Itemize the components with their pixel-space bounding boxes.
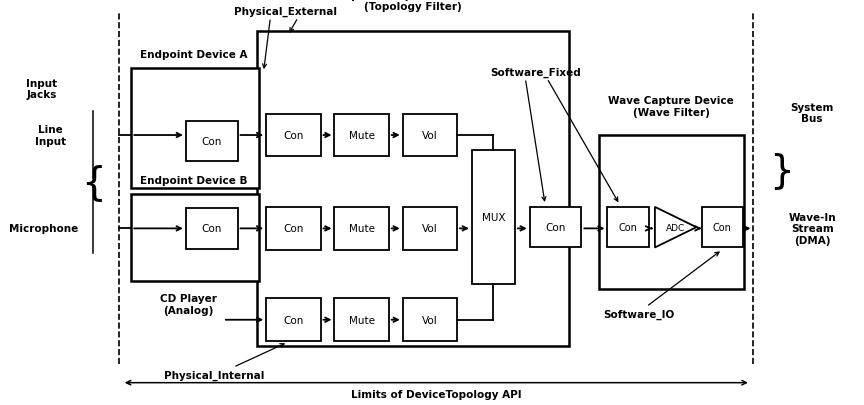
Text: ADC: ADC bbox=[666, 223, 685, 232]
Bar bbox=[702, 207, 743, 248]
Bar bbox=[266, 299, 321, 341]
Text: Con: Con bbox=[545, 223, 566, 232]
Text: Software_Fixed: Software_Fixed bbox=[490, 68, 581, 78]
Bar bbox=[607, 207, 649, 248]
Text: System
Bus: System Bus bbox=[791, 102, 834, 124]
Text: Vol: Vol bbox=[422, 224, 438, 234]
Text: Con: Con bbox=[619, 223, 638, 232]
Text: Physical_Internal: Physical_Internal bbox=[164, 369, 264, 380]
Bar bbox=[131, 194, 259, 281]
Bar bbox=[472, 151, 515, 285]
Text: Con: Con bbox=[283, 224, 303, 234]
Text: Input Multiplexer Device
(Topology Filter): Input Multiplexer Device (Topology Filte… bbox=[340, 0, 486, 12]
Text: Wave Capture Device
(Wave Filter): Wave Capture Device (Wave Filter) bbox=[608, 96, 734, 117]
Bar bbox=[403, 207, 457, 250]
Text: MUX: MUX bbox=[481, 213, 505, 223]
Text: Mute: Mute bbox=[348, 315, 375, 325]
Text: {: { bbox=[81, 163, 105, 201]
Text: Mute: Mute bbox=[348, 131, 375, 141]
Text: Con: Con bbox=[201, 224, 222, 234]
Text: Wave-In
Stream
(DMA): Wave-In Stream (DMA) bbox=[788, 212, 836, 245]
Bar bbox=[334, 299, 389, 341]
Text: Mute: Mute bbox=[348, 224, 375, 234]
Bar bbox=[266, 207, 321, 250]
Bar bbox=[131, 69, 259, 188]
Text: Line
Input: Line Input bbox=[35, 125, 66, 147]
Bar bbox=[266, 114, 321, 157]
Bar bbox=[334, 207, 389, 250]
Text: Endpoint Device B: Endpoint Device B bbox=[140, 175, 247, 185]
Bar bbox=[403, 299, 457, 341]
Bar bbox=[186, 122, 238, 162]
Polygon shape bbox=[655, 207, 696, 248]
Text: Con: Con bbox=[201, 137, 222, 147]
Text: Con: Con bbox=[713, 223, 732, 232]
Bar bbox=[403, 114, 457, 157]
Bar bbox=[599, 136, 744, 290]
Bar bbox=[186, 209, 238, 249]
Text: Physical_External: Physical_External bbox=[233, 7, 337, 17]
Bar bbox=[530, 207, 581, 248]
Bar bbox=[257, 32, 569, 346]
Text: Software_IO: Software_IO bbox=[604, 309, 675, 319]
Text: Endpoint Device A: Endpoint Device A bbox=[140, 50, 247, 60]
Text: Con: Con bbox=[283, 315, 303, 325]
Text: Vol: Vol bbox=[422, 315, 438, 325]
Text: CD Player
(Analog): CD Player (Analog) bbox=[160, 294, 217, 315]
Text: Limits of DeviceTopology API: Limits of DeviceTopology API bbox=[351, 389, 522, 399]
Text: Con: Con bbox=[283, 131, 303, 141]
Text: Microphone: Microphone bbox=[9, 224, 78, 234]
Text: Input
Jacks: Input Jacks bbox=[26, 78, 57, 100]
Text: Vol: Vol bbox=[422, 131, 438, 141]
Text: }: } bbox=[770, 151, 794, 189]
Bar bbox=[334, 114, 389, 157]
